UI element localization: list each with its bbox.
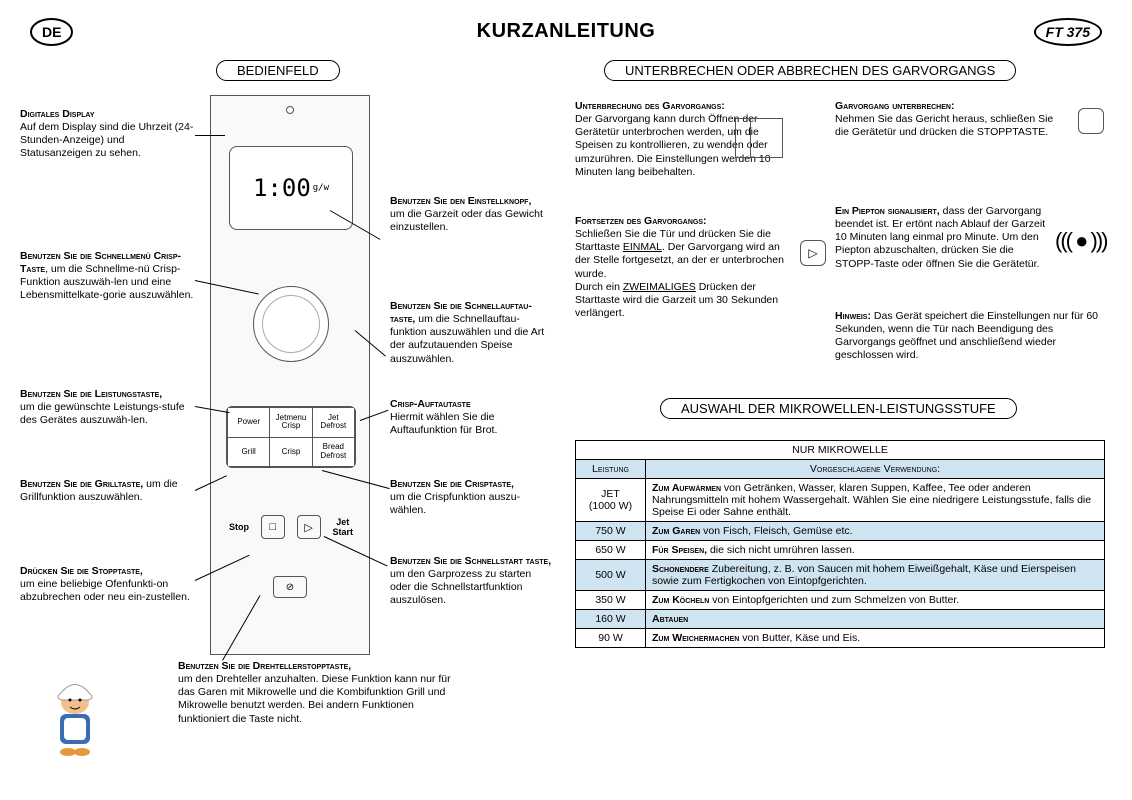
- stop-icon: □: [261, 515, 285, 539]
- button-grid: Power Jetmenu Crisp Jet Defrost Grill Cr…: [226, 406, 356, 468]
- sound-icon: ((( ● ))): [1055, 228, 1106, 254]
- callout-stop: Drücken Sie die Stopptaste, um eine beli…: [20, 565, 195, 604]
- play-icon: ▷: [800, 240, 826, 266]
- jetstart-label: Jet Start: [332, 517, 353, 537]
- callout-start: Benutzen Sie die Schnellstart taste, um …: [390, 555, 555, 608]
- para-beep: Ein Piepton signalisiert, dass der Garvo…: [835, 205, 1050, 271]
- callout-display: Digitales Display Auf dem Display sind d…: [20, 108, 195, 161]
- callout-grill: Benutzen Sie die Grilltaste, um die Gril…: [20, 478, 195, 504]
- rotary-knob: [253, 286, 329, 362]
- leader-line: [195, 135, 225, 136]
- callout-knob: Benutzen Sie den Einstellknopf, um die G…: [390, 195, 555, 234]
- btn-grill: Grill: [228, 438, 269, 467]
- table-row: 350 WZum Köcheln von Eintopfgerichten un…: [576, 591, 1105, 610]
- table-caption: NUR MIKROWELLE: [576, 441, 1105, 460]
- table-row: 90 WZum Weichermachen von Butter, Käse u…: [576, 629, 1105, 648]
- callout-crisp: Benutzen Sie die Crisptaste, um die Cris…: [390, 478, 550, 517]
- section-power: AUSWAHL DER MIKROWELLEN-LEISTUNGSSTUFE: [660, 398, 1017, 419]
- control-panel-diagram: 1:00g/w Power Jetmenu Crisp Jet Defrost …: [210, 95, 370, 655]
- turntable-stop-icon: ⊘: [273, 576, 307, 598]
- section-panel: BEDIENFELD: [216, 60, 340, 81]
- para-note: Hinweis: Das Gerät speichert die Einstel…: [835, 310, 1103, 363]
- display-value: 1:00: [253, 174, 311, 202]
- btn-bread-defrost: Bread Defrost: [313, 438, 354, 467]
- callout-turntable: Benutzen Sie die Drehtellerstopptaste, u…: [178, 660, 453, 726]
- chef-illustration: [40, 680, 110, 760]
- stop-label: Stop: [229, 522, 249, 532]
- callout-jetdefrost: Benutzen Sie die Schnellauftau-taste, um…: [390, 300, 550, 366]
- btn-power: Power: [228, 408, 269, 437]
- start-icon: ▷: [297, 515, 321, 539]
- digital-display: 1:00g/w: [229, 146, 353, 230]
- callout-crisp-menu: Benutzen Sie die Schnellmenü Crisp- Tast…: [20, 250, 195, 303]
- para-cancel: Garvorgang unterbrechen: Nehmen Sie das …: [835, 100, 1065, 139]
- panel-led: [286, 106, 294, 114]
- power-table: NUR MIKROWELLE Leistung Vorgeschlagene V…: [575, 440, 1105, 648]
- table-row: 500 WSchonendere Zubereitung, z. B. von …: [576, 560, 1105, 591]
- btn-jetmenu-crisp: Jetmenu Crisp: [270, 408, 311, 437]
- section-interrupt: UNTERBRECHEN ODER ABBRECHEN DES GARVORGA…: [604, 60, 1016, 81]
- col-power: Leistung: [576, 460, 646, 479]
- callout-bread: Crisp-Auftautaste Hiermit wählen Sie die…: [390, 398, 540, 437]
- callout-power: Benutzen Sie die Leistungstaste, um die …: [20, 388, 195, 427]
- btn-crisp: Crisp: [270, 438, 311, 467]
- page-title: KURZANLEITUNG: [0, 20, 1132, 43]
- start-stop-row: Stop □ ▷ Jet Start: [229, 511, 353, 543]
- table-row: 650 WFür Speisen, die sich nicht umrühre…: [576, 541, 1105, 560]
- microwave-open-icon: [735, 118, 783, 158]
- para-resume: Fortsetzen des Garvorgangs: Schließen Si…: [575, 215, 795, 320]
- col-use: Vorgeschlagene Verwendung:: [646, 460, 1105, 479]
- stop-button-icon: [1078, 108, 1104, 134]
- table-row: 750 WZum Garen von Fisch, Fleisch, Gemüs…: [576, 522, 1105, 541]
- btn-jet-defrost: Jet Defrost: [313, 408, 354, 437]
- table-row: JET (1000 W)Zum Aufwärmen von Getränken,…: [576, 479, 1105, 522]
- table-row: 160 WAbtauen: [576, 610, 1105, 629]
